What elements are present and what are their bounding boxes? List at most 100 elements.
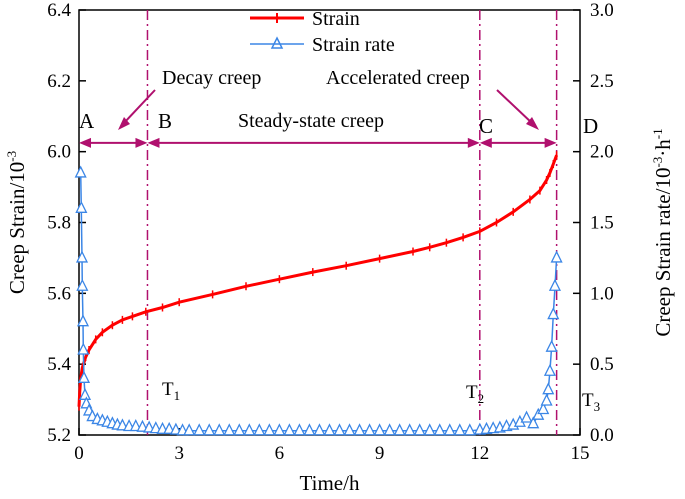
- legend-rate-label: Strain rate: [312, 34, 395, 56]
- series-group: [74, 151, 563, 436]
- strain-rate-point: [77, 342, 90, 355]
- strain-rate-point: [203, 423, 216, 436]
- t1-label-sub: 1: [174, 388, 181, 403]
- t3-label-sub: 3: [594, 399, 601, 414]
- strain-rate-point: [74, 165, 87, 178]
- x-tick-label: 6: [275, 443, 285, 464]
- t2-label-main: T: [466, 382, 478, 403]
- stage-arrow-head-right: [467, 137, 480, 148]
- strain-rate-point: [253, 423, 266, 436]
- y-axis-title-main: Creep Strain/10: [5, 162, 29, 294]
- x-tick-label: 9: [375, 443, 385, 464]
- strain-rate-line: [79, 172, 558, 432]
- strain-line: [77, 154, 559, 407]
- strain-rate-point: [75, 250, 89, 263]
- t3-label: T3: [582, 390, 600, 414]
- strain-rate-point: [313, 423, 326, 436]
- x-axis-title: Time/h: [300, 471, 360, 495]
- strain-rate-point: [443, 423, 456, 436]
- legend-strain-label: Strain: [312, 8, 360, 30]
- strain-rate-point: [423, 423, 436, 436]
- legend-rate-marker: [270, 36, 284, 49]
- stage-arrow-head-left: [79, 137, 91, 148]
- t1-label: T1: [162, 379, 180, 403]
- x-tick-label: 12: [470, 443, 489, 464]
- y2-axis-title-exp: -3: [650, 157, 665, 168]
- t2-label-sub: 2: [478, 391, 485, 406]
- strain-rate-point: [163, 421, 176, 434]
- strain-rate-point: [540, 393, 553, 406]
- strain-rate-point: [373, 423, 386, 436]
- y2-tick-label: 3.0: [590, 0, 614, 21]
- strain-rate-point: [520, 410, 533, 423]
- vlines-group: [146, 10, 558, 435]
- annotation-accelerated-creep: Accelerated creep: [326, 67, 470, 89]
- strain-rate-point: [403, 423, 416, 436]
- strain-rate-point: [537, 402, 550, 415]
- stage-arrow-head-right: [135, 137, 148, 148]
- strain-rate-point: [323, 423, 336, 436]
- strain-rate-point: [213, 423, 226, 436]
- strain-rate-point: [453, 423, 466, 436]
- point-label-b: B: [158, 109, 172, 133]
- strain-rate-point: [243, 423, 256, 436]
- strain-rate-point: [363, 423, 376, 436]
- strain-rate-point: [343, 423, 356, 436]
- strain-rate-point: [169, 422, 182, 435]
- x-tick-label: 15: [571, 443, 590, 464]
- y2-tick-label: 0.0: [590, 425, 614, 446]
- accelerated-pointer-head: [526, 117, 539, 130]
- strain-rate-point: [543, 363, 556, 376]
- y-tick-label: 5.8: [47, 213, 71, 234]
- stage-arrow-head-left: [147, 137, 160, 148]
- y-axis-title-exp: -3: [4, 151, 19, 162]
- x-tick-label: 3: [174, 443, 184, 464]
- strain-rate-point: [393, 423, 406, 436]
- t2-label: T2: [466, 382, 484, 406]
- point-label-a: A: [79, 109, 95, 133]
- y2-axis-title: Creep Strain rate/10-3·h-1: [650, 128, 675, 336]
- annotation-decay-creep: Decay creep: [162, 67, 261, 89]
- strain-rate-point: [383, 423, 396, 436]
- strain-rate-point: [545, 339, 558, 352]
- strain-rate-point: [76, 314, 90, 327]
- strain-rate-point: [532, 407, 545, 420]
- y-tick-label: 6.2: [47, 71, 71, 92]
- decay-pointer-head: [118, 117, 130, 130]
- strain-rate-point: [183, 423, 196, 436]
- y2-tick-label: 1.5: [590, 213, 614, 234]
- y-tick-label: 5.2: [47, 425, 71, 446]
- y-tick-label: 6.0: [47, 142, 71, 163]
- strain-rate-point: [303, 423, 316, 436]
- strain-rate-point: [283, 423, 296, 436]
- strain-rate-point: [77, 370, 91, 383]
- point-label-c: C: [479, 114, 493, 138]
- accelerated-pointer-arrow: [496, 89, 534, 125]
- y-tick-label: 6.4: [47, 0, 71, 21]
- strain-rate-point: [273, 423, 286, 436]
- y2-axis-title-main: Creep Strain rate/10: [651, 168, 675, 337]
- x-tick-label: 0: [74, 443, 84, 464]
- strain-rate-point: [548, 278, 562, 291]
- y2-tick-label: 2.0: [590, 142, 614, 163]
- ticks-group: 0 3 6 9 12 155.25.45.65.86.06.26.40.00.51.01.…: [47, 0, 614, 464]
- strain-rate-point: [263, 423, 276, 436]
- strain-rate-point: [527, 416, 540, 429]
- strain-rate-point: [129, 419, 142, 432]
- t3-label-main: T: [582, 390, 594, 411]
- strain-rate-point: [353, 423, 366, 436]
- stage-arrow-head-right: [544, 137, 557, 148]
- annotation-steady-state-creep: Steady-state creep: [238, 110, 384, 132]
- strain-rate-point: [193, 423, 206, 436]
- y2-tick-label: 0.5: [590, 354, 614, 375]
- y-tick-label: 5.4: [47, 354, 71, 375]
- y2-axis-title-end: -1: [650, 128, 665, 139]
- strain-rate-point: [116, 418, 129, 431]
- y-axis-title: Creep Strain/10-3: [4, 151, 29, 294]
- point-label-d: D: [583, 114, 598, 138]
- y2-tick-label: 1.0: [590, 283, 614, 304]
- strain-rate-point: [550, 250, 563, 263]
- strain-rate-point: [75, 200, 88, 213]
- strain-rate-point: [542, 382, 555, 395]
